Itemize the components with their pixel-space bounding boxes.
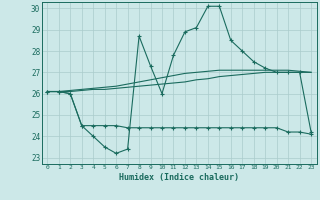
X-axis label: Humidex (Indice chaleur): Humidex (Indice chaleur)	[119, 173, 239, 182]
